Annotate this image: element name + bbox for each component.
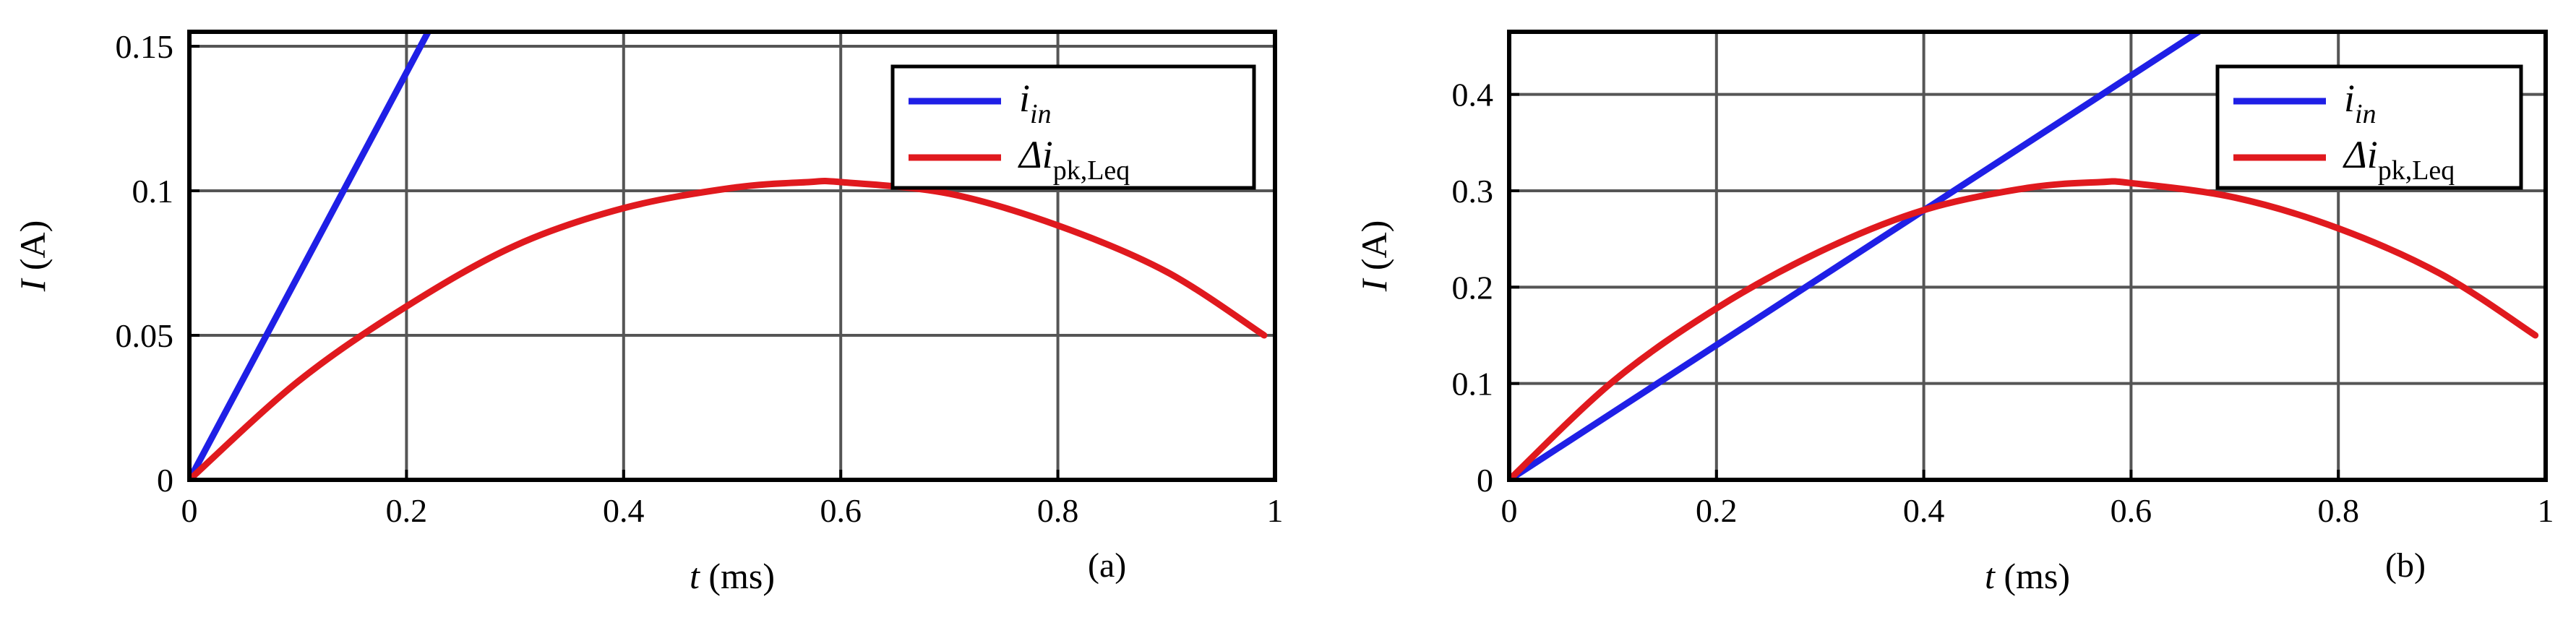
legend-box xyxy=(2215,64,2523,190)
x-tick-label: 0.6 xyxy=(2111,492,2152,529)
x-axis-label: t (ms) xyxy=(1985,556,2070,596)
x-axis-label: t (ms) xyxy=(690,556,775,596)
y-tick-label: 0.15 xyxy=(116,28,174,65)
x-tick-label: 0.4 xyxy=(1903,492,1945,529)
y-tick-label: 0 xyxy=(157,462,173,499)
y-tick-label: 0.2 xyxy=(1452,269,1494,306)
legend-entry-2: Δipk,Leq xyxy=(1018,133,1130,186)
legend: iin Δipk,Leq xyxy=(2215,64,2523,190)
x-tick-label: 0 xyxy=(1501,492,1518,529)
y-axis-label: I (A) xyxy=(12,220,53,293)
legend: iin Δipk,Leq xyxy=(890,64,1256,190)
y-tick-label: 0.1 xyxy=(1452,366,1494,403)
x-tick-label: 1 xyxy=(2538,492,2554,529)
legend-box xyxy=(890,64,1256,190)
x-tick-label: 1 xyxy=(1267,492,1284,529)
legend-entry-1: iin xyxy=(2344,77,2377,129)
plot-frame xyxy=(187,30,1277,482)
legend-entry-1: iin xyxy=(1019,77,1052,129)
series-line-1 xyxy=(1509,32,2202,480)
chart-panel-1: 0 0.2 0.4 0.6 0.8 1 0 0.05 0.1 0.15 t (ms) I (A) iin… xyxy=(12,28,1284,596)
series-line-2 xyxy=(189,177,1268,480)
y-tick-label: 0.1 xyxy=(132,173,174,210)
legend-entry-2: Δipk,Leq xyxy=(2343,133,2455,186)
x-tick-label: 0.8 xyxy=(1037,492,1079,529)
y-tick-label: 0.4 xyxy=(1452,77,1494,113)
y-tick-label: 0.3 xyxy=(1452,173,1494,210)
y-axis-label: I (A) xyxy=(1354,220,1394,293)
series-line-2 xyxy=(1509,178,2539,480)
x-tick-label: 0.8 xyxy=(2317,492,2359,529)
x-tick-label: 0.4 xyxy=(603,492,645,529)
y-tick-label: 0 xyxy=(1477,462,1493,499)
y-tick-label: 0.05 xyxy=(116,317,174,354)
panel-label: (b) xyxy=(2385,546,2426,585)
x-tick-label: 0.6 xyxy=(820,492,862,529)
series-line-1 xyxy=(189,32,432,480)
chart-panel-2: 0 0.2 0.4 0.6 0.8 1 0 0.1 0.2 0.3 0.4 t (ms) I (A) ii… xyxy=(1354,30,2554,596)
x-tick-label: 0.2 xyxy=(1696,492,1738,529)
panel-label: (a) xyxy=(1088,546,1126,585)
plot-frame xyxy=(1507,30,2548,482)
x-tick-label: 0 xyxy=(181,492,198,529)
x-tick-label: 0.2 xyxy=(386,492,428,529)
